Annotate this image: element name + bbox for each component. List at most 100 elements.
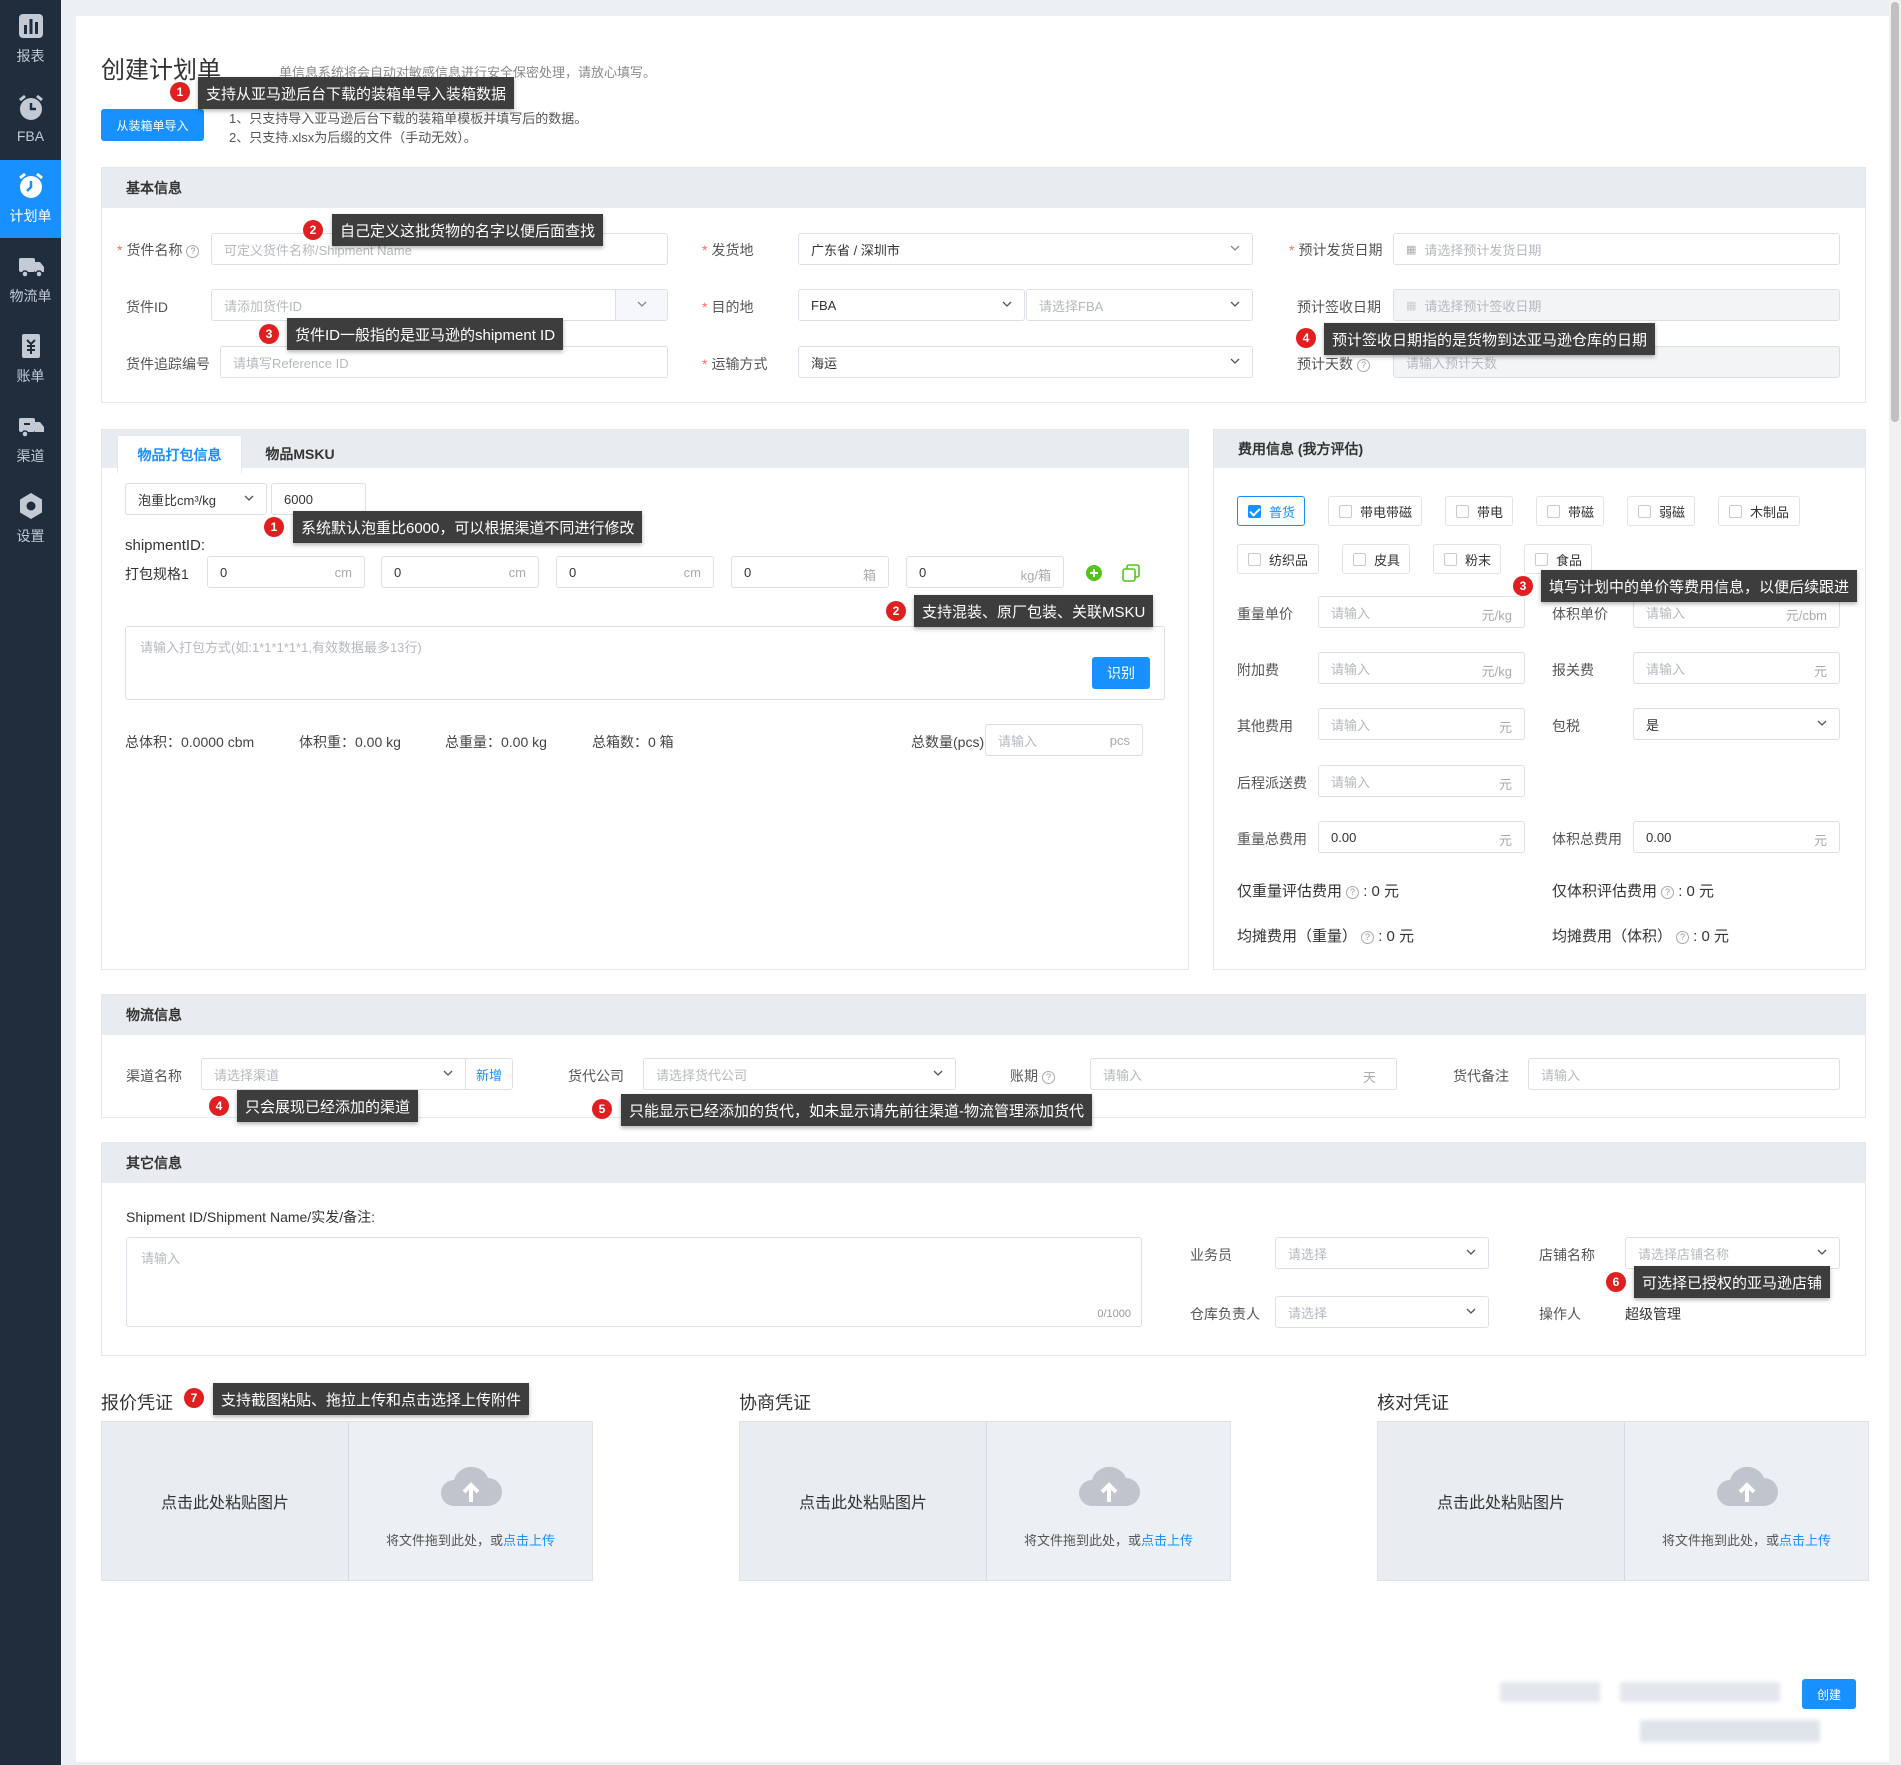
sales-select[interactable]: 请选择	[1275, 1237, 1489, 1269]
category-food[interactable]: 食品	[1524, 544, 1592, 574]
logistics-heading: 物流信息	[102, 995, 1865, 1035]
avg-weight-fee: 均摊费用（重量）? : 0 元	[1237, 928, 1415, 945]
weight-price-input[interactable]: 请输入 元/kg	[1318, 596, 1525, 628]
category-general[interactable]: 普货	[1237, 496, 1305, 526]
drag-upload-area[interactable]: 将文件拖到此处，或点击上传	[986, 1422, 1230, 1580]
tab-msku[interactable]: 物品MSKU	[265, 446, 335, 462]
recognize-button[interactable]: 识别	[1092, 657, 1150, 689]
sidebar-item-bills[interactable]: 账单	[0, 320, 61, 398]
help-icon: ?	[1346, 885, 1360, 899]
drag-upload-area[interactable]: 将文件拖到此处，或点击上传	[1624, 1422, 1868, 1580]
chevron-down-icon	[1466, 1308, 1476, 1314]
customs-input[interactable]: 请输入元	[1633, 652, 1840, 684]
volume-price-label: 体积单价	[1552, 606, 1608, 622]
fba-warehouse-select[interactable]: 请选择FBA	[1026, 289, 1253, 321]
category-wood[interactable]: 木制品	[1718, 496, 1800, 526]
sidebar-item-channels[interactable]: 渠道	[0, 400, 61, 478]
ship-date-picker[interactable]: ▦ 请选择预计发货日期	[1393, 233, 1840, 265]
ratio-input[interactable]: 6000	[271, 483, 366, 515]
warehouse-manager-label: 仓库负责人	[1190, 1306, 1260, 1322]
annotation-badge: 4	[209, 1096, 229, 1116]
weight-total-input[interactable]: 0.00 元	[1318, 821, 1525, 853]
total-qty-input[interactable]: 请输入 pcs	[985, 724, 1143, 756]
calendar-icon: ▦	[1406, 299, 1417, 312]
term-input[interactable]: 请输入天	[1090, 1058, 1397, 1090]
note-textarea[interactable]: 请输入 0/1000	[126, 1237, 1142, 1327]
chevron-down-icon	[443, 1070, 453, 1076]
volume-total-input[interactable]: 0.00 元	[1633, 821, 1840, 853]
spec-width-input[interactable]: 0 cm	[381, 556, 539, 588]
cloud-upload-icon	[1079, 1466, 1140, 1506]
chevron-down-icon	[1230, 301, 1240, 307]
forwarder-select[interactable]: 请选择货代公司	[643, 1058, 956, 1090]
shipment-id-input[interactable]: 请添加货件ID	[211, 289, 668, 321]
category-textile[interactable]: 纺织品	[1237, 544, 1319, 574]
sidebar-item-settings[interactable]: 设置	[0, 480, 61, 558]
category-weak-magnet[interactable]: 弱磁	[1627, 496, 1695, 526]
spec-label: 打包规格1	[125, 566, 189, 582]
paste-image-area[interactable]: 点击此处粘贴图片	[160, 1495, 289, 1512]
sidebar-item-label: 物流单	[9, 288, 52, 304]
help-icon: ?	[1361, 930, 1375, 944]
warehouse-manager-select[interactable]: 请选择	[1275, 1296, 1489, 1328]
annotation-tip: 支持混装、原厂包装、关联MSKU	[914, 595, 1154, 627]
destination-select[interactable]: FBA	[798, 289, 1025, 321]
create-button[interactable]: 创建	[1802, 1679, 1856, 1709]
cloud-upload-icon	[1717, 1466, 1778, 1506]
alarm-icon	[18, 94, 43, 120]
sidebar-item-logistics[interactable]: 物流单	[0, 240, 61, 318]
upload-hint: 将文件拖到此处，或点击上传	[385, 1533, 556, 1548]
packing-method-textarea[interactable]: 请输入打包方式(如:1*1*1*1*1,有效数据最多13行)	[125, 626, 1165, 700]
click-upload-link[interactable]: 点击上传	[503, 1533, 556, 1548]
help-icon: ?	[1676, 930, 1690, 944]
tab-packing-info[interactable]: 物品打包信息	[117, 435, 242, 473]
tax-select[interactable]: 是	[1633, 708, 1840, 740]
sidebar-item-reports[interactable]: 报表	[0, 0, 61, 78]
category-battery[interactable]: 带电	[1445, 496, 1513, 526]
hexagon-gear-icon	[19, 493, 42, 519]
click-upload-link[interactable]: 点击上传	[1779, 1533, 1832, 1548]
sidebar-item-label: 账单	[16, 368, 45, 384]
tracking-input[interactable]: 请填写Reference ID	[220, 346, 668, 378]
drag-upload-area[interactable]: 将文件拖到此处，或点击上传	[348, 1422, 592, 1580]
click-upload-link[interactable]: 点击上传	[1141, 1533, 1194, 1548]
paste-image-area[interactable]: 点击此处粘贴图片	[1436, 1495, 1565, 1512]
sales-label: 业务员	[1190, 1247, 1232, 1263]
sidebar-item-label: FBA	[16, 128, 45, 144]
forwarder-remark-input[interactable]: 请输入	[1528, 1058, 1840, 1090]
annotation-tip: 预计签收日期指的是货物到达亚马逊仓库的日期	[1324, 323, 1656, 355]
other-fee-input[interactable]: 请输入元	[1318, 708, 1525, 740]
note-counter: 0/1000	[1097, 1308, 1131, 1320]
sidebar-item-label: 渠道	[16, 448, 45, 464]
transport-select[interactable]: 海运	[798, 346, 1253, 378]
chevron-down-icon	[1230, 245, 1240, 251]
page-scrollbar[interactable]	[1889, 0, 1901, 1765]
paste-image-area[interactable]: 点击此处粘贴图片	[798, 1495, 927, 1512]
scrollbar-thumb[interactable]	[1891, 2, 1899, 422]
help-icon: ?	[1042, 1070, 1055, 1084]
sidebar-item-fba[interactable]: FBA	[0, 80, 61, 158]
ratio-select[interactable]: 泡重比cm³/kg	[125, 483, 267, 515]
category-magnet[interactable]: 带磁	[1536, 496, 1604, 526]
category-leather[interactable]: 皮具	[1342, 544, 1410, 574]
help-icon: ?	[186, 244, 200, 258]
spec-weight-input[interactable]: 0 kg/箱	[906, 556, 1064, 588]
spec-length-input[interactable]: 0 cm	[207, 556, 365, 588]
chevron-down-icon	[1002, 301, 1012, 307]
origin-select[interactable]: 广东省 / 深圳市	[798, 233, 1253, 265]
category-powder[interactable]: 粉末	[1433, 544, 1501, 574]
add-spec-icon[interactable]	[1085, 564, 1103, 582]
delivery-fee-input[interactable]: 请输入元	[1318, 765, 1525, 797]
spec-height-input[interactable]: 0 cm	[556, 556, 714, 588]
store-select[interactable]: 请选择店铺名称	[1625, 1237, 1840, 1269]
import-packing-list-button[interactable]: 从装箱单导入	[101, 109, 204, 141]
copy-spec-icon[interactable]	[1122, 564, 1140, 582]
quote-voucher-upload: 点击此处粘贴图片 将文件拖到此处，或点击上传	[101, 1421, 593, 1581]
add-channel-link[interactable]: 新增	[465, 1058, 513, 1090]
channel-select[interactable]: 请选择渠道	[201, 1058, 465, 1090]
category-battery-magnet[interactable]: 带电带磁	[1328, 496, 1422, 526]
fees-heading: 费用信息 (我方评估)	[1214, 430, 1865, 468]
surcharge-input[interactable]: 请输入 元/kg	[1318, 652, 1525, 684]
sidebar-item-plans[interactable]: 计划单	[0, 160, 61, 238]
